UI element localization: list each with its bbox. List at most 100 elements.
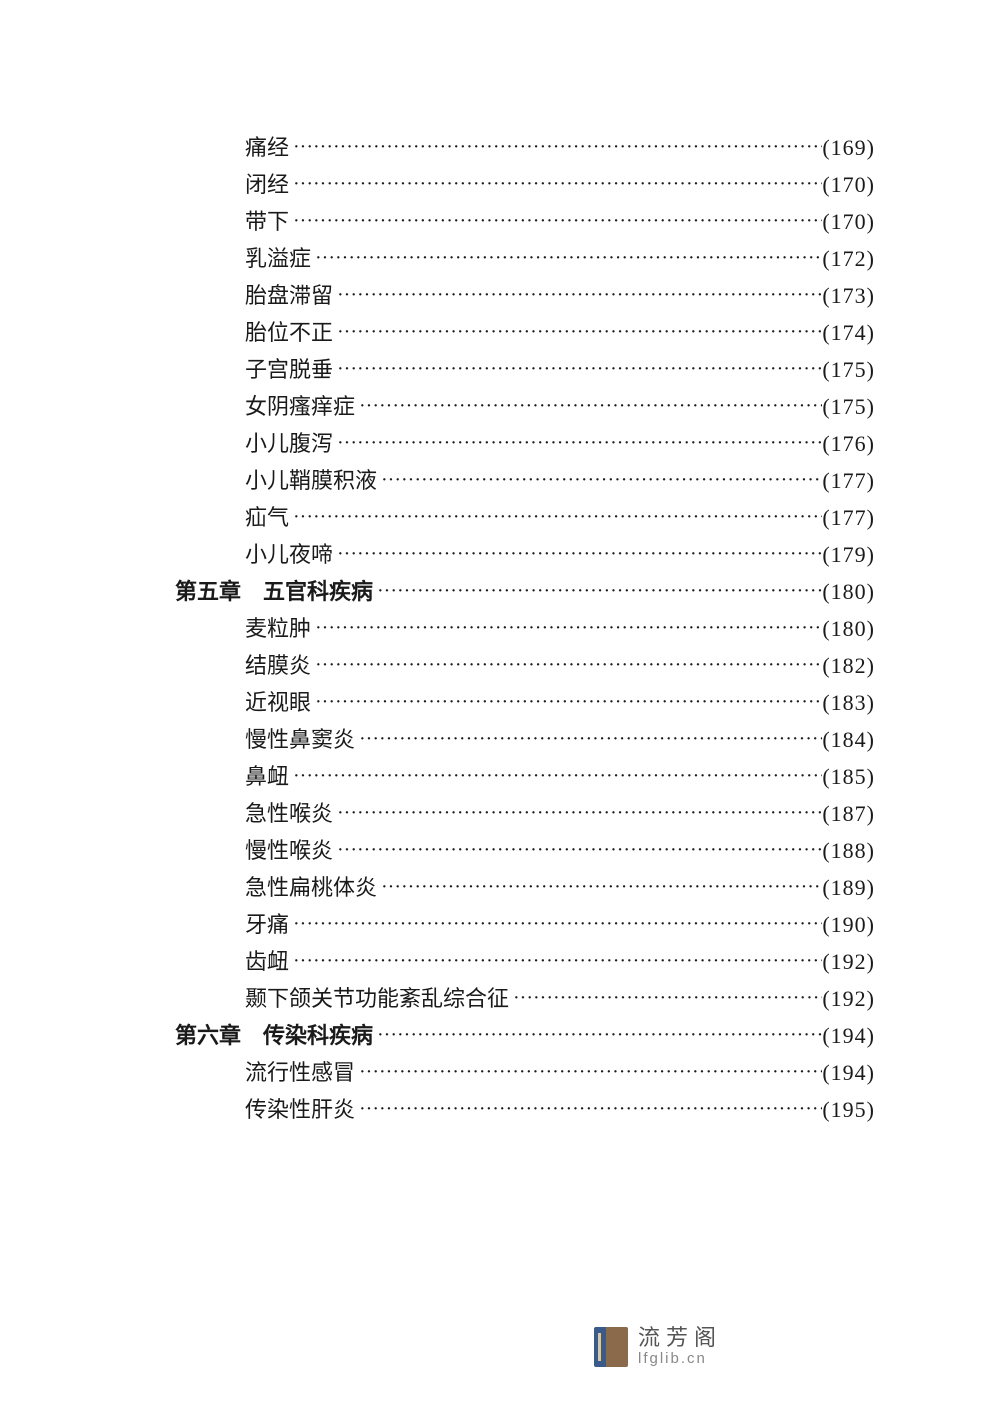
dot-leader: ········································… bbox=[289, 913, 822, 936]
entry-label: 结膜炎 bbox=[245, 648, 311, 680]
toc-entry-row: 急性扁桃体炎··································… bbox=[175, 870, 875, 907]
watermark-text: 流芳阁 lfglib.cn bbox=[638, 1326, 722, 1367]
entry-label: 麦粒肿 bbox=[245, 611, 311, 643]
toc-entry-row: 闭经······································… bbox=[175, 167, 875, 204]
entry-label: 近视眼 bbox=[245, 685, 311, 717]
dot-leader: ········································… bbox=[377, 469, 822, 492]
dot-leader: ········································… bbox=[311, 617, 822, 640]
toc-entry-row: 带下······································… bbox=[175, 204, 875, 241]
toc-entry-row: 鼻衄······································… bbox=[175, 759, 875, 796]
page-number: (177) bbox=[822, 468, 875, 494]
page-number: (177) bbox=[822, 505, 875, 531]
page-number: (175) bbox=[822, 394, 875, 420]
page-number: (188) bbox=[822, 838, 875, 864]
page-number: (175) bbox=[822, 357, 875, 383]
dot-leader: ········································… bbox=[333, 358, 822, 381]
page-number: (180) bbox=[822, 579, 875, 605]
dot-leader: ········································… bbox=[509, 987, 822, 1010]
page-number: (192) bbox=[822, 949, 875, 975]
toc-entry-row: 近视眼·····································… bbox=[175, 685, 875, 722]
entry-label: 流行性感冒 bbox=[245, 1055, 355, 1087]
toc-chapter-row: 第六章 传染科疾病·······························… bbox=[175, 1018, 875, 1055]
dot-leader: ········································… bbox=[289, 765, 822, 788]
toc-entry-row: 子宫脱垂····································… bbox=[175, 352, 875, 389]
page-number: (174) bbox=[822, 320, 875, 346]
toc-entry-row: 胎位不正····································… bbox=[175, 315, 875, 352]
page-number: (179) bbox=[822, 542, 875, 568]
watermark: 流芳阁 lfglib.cn bbox=[594, 1326, 722, 1367]
entry-label: 鼻衄 bbox=[245, 759, 289, 791]
page-number: (183) bbox=[822, 690, 875, 716]
toc-entry-row: 颞下颌关节功能紊乱综合征····························… bbox=[175, 981, 875, 1018]
page-number: (184) bbox=[822, 727, 875, 753]
entry-label: 颞下颌关节功能紊乱综合征 bbox=[245, 981, 509, 1013]
toc-entry-row: 麦粒肿·····································… bbox=[175, 611, 875, 648]
toc-chapter-row: 第五章 五官科疾病·······························… bbox=[175, 574, 875, 611]
entry-label: 齿衄 bbox=[245, 944, 289, 976]
page-number: (195) bbox=[822, 1097, 875, 1123]
dot-leader: ········································… bbox=[289, 210, 822, 233]
page-number: (187) bbox=[822, 801, 875, 827]
toc-entry-row: 慢性喉炎····································… bbox=[175, 833, 875, 870]
dot-leader: ········································… bbox=[289, 506, 822, 529]
toc-entry-row: 乳溢症·····································… bbox=[175, 241, 875, 278]
page-number: (189) bbox=[822, 875, 875, 901]
dot-leader: ········································… bbox=[289, 136, 822, 159]
page-number: (182) bbox=[822, 653, 875, 679]
page-number: (170) bbox=[822, 209, 875, 235]
entry-label: 传染性肝炎 bbox=[245, 1092, 355, 1124]
dot-leader: ········································… bbox=[311, 654, 822, 677]
entry-label: 子宫脱垂 bbox=[245, 352, 333, 384]
toc-entry-row: 小儿鞘膜积液··································… bbox=[175, 463, 875, 500]
dot-leader: ········································… bbox=[355, 395, 822, 418]
toc-page: 痛经······································… bbox=[175, 130, 875, 1129]
toc-entry-row: 流行性感冒···································… bbox=[175, 1055, 875, 1092]
entry-label: 小儿夜啼 bbox=[245, 537, 333, 569]
entry-label: 疝气 bbox=[245, 500, 289, 532]
entry-label: 慢性喉炎 bbox=[245, 833, 333, 865]
entry-label: 女阴瘙痒症 bbox=[245, 389, 355, 421]
toc-entry-row: 慢性鼻窦炎···································… bbox=[175, 722, 875, 759]
page-number: (173) bbox=[822, 283, 875, 309]
entry-label: 急性喉炎 bbox=[245, 796, 333, 828]
entry-label: 慢性鼻窦炎 bbox=[245, 722, 355, 754]
book-icon bbox=[594, 1327, 628, 1367]
dot-leader: ········································… bbox=[289, 950, 822, 973]
chapter-label: 第六章 传染科疾病 bbox=[175, 1018, 373, 1050]
toc-entry-row: 牙痛······································… bbox=[175, 907, 875, 944]
dot-leader: ········································… bbox=[311, 247, 822, 270]
chapter-label: 第五章 五官科疾病 bbox=[175, 574, 373, 606]
toc-entry-row: 结膜炎·····································… bbox=[175, 648, 875, 685]
dot-leader: ········································… bbox=[373, 1024, 822, 1047]
dot-leader: ········································… bbox=[355, 1061, 822, 1084]
entry-label: 胎盘滞留 bbox=[245, 278, 333, 310]
watermark-cn: 流芳阁 bbox=[638, 1326, 722, 1350]
entry-label: 小儿腹泻 bbox=[245, 426, 333, 458]
entry-label: 闭经 bbox=[245, 167, 289, 199]
page-number: (190) bbox=[822, 912, 875, 938]
dot-leader: ········································… bbox=[355, 1098, 822, 1121]
dot-leader: ········································… bbox=[333, 802, 822, 825]
toc-entry-row: 女阴瘙痒症···································… bbox=[175, 389, 875, 426]
toc-entry-row: 小儿夜啼····································… bbox=[175, 537, 875, 574]
entry-label: 带下 bbox=[245, 204, 289, 236]
dot-leader: ········································… bbox=[355, 728, 822, 751]
dot-leader: ········································… bbox=[373, 580, 822, 603]
entry-label: 痛经 bbox=[245, 130, 289, 162]
dot-leader: ········································… bbox=[333, 284, 822, 307]
watermark-url: lfglib.cn bbox=[638, 1351, 722, 1368]
entry-label: 急性扁桃体炎 bbox=[245, 870, 377, 902]
toc-entry-row: 齿衄······································… bbox=[175, 944, 875, 981]
page-number: (176) bbox=[822, 431, 875, 457]
page-number: (172) bbox=[822, 246, 875, 272]
dot-leader: ········································… bbox=[289, 173, 822, 196]
toc-entry-row: 传染性肝炎···································… bbox=[175, 1092, 875, 1129]
toc-entry-row: 痛经······································… bbox=[175, 130, 875, 167]
entry-label: 胎位不正 bbox=[245, 315, 333, 347]
dot-leader: ········································… bbox=[311, 691, 822, 714]
toc-entry-row: 急性喉炎····································… bbox=[175, 796, 875, 833]
dot-leader: ········································… bbox=[333, 839, 822, 862]
entry-label: 乳溢症 bbox=[245, 241, 311, 273]
page-number: (185) bbox=[822, 764, 875, 790]
page-number: (192) bbox=[822, 986, 875, 1012]
